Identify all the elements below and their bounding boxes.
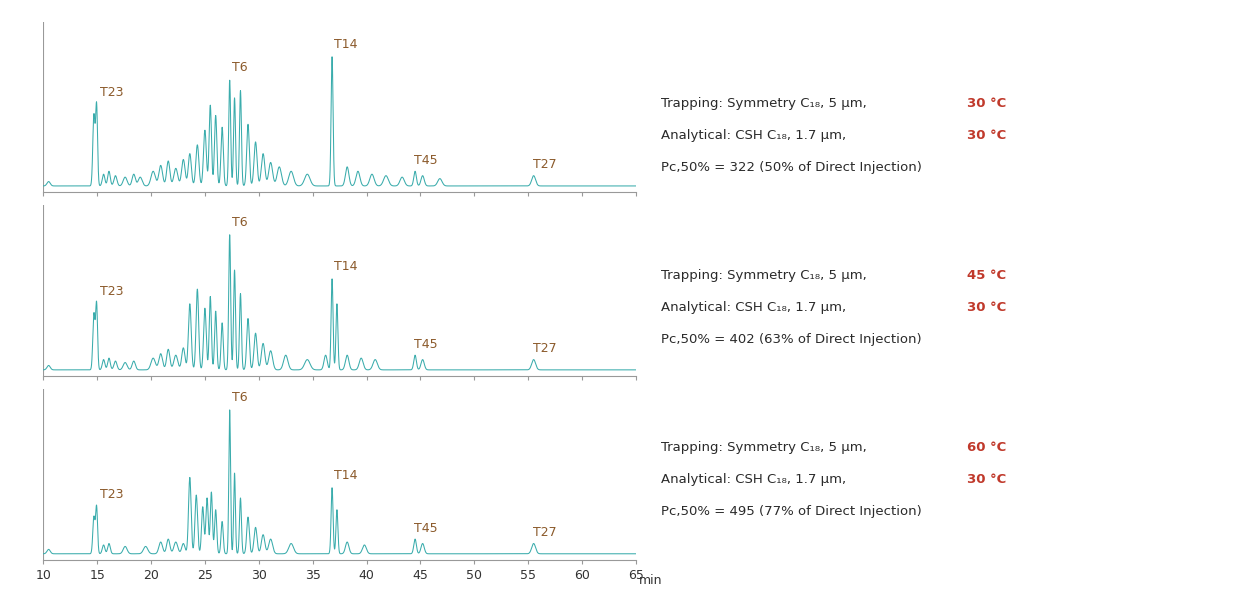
Text: Analytical: CSH C₁₈, 1.7 μm,: Analytical: CSH C₁₈, 1.7 μm, (661, 129, 850, 142)
Text: T14: T14 (335, 38, 358, 51)
Text: T27: T27 (532, 342, 556, 355)
Text: T6: T6 (232, 62, 247, 74)
Text: T45: T45 (414, 154, 437, 167)
Text: T23: T23 (100, 488, 124, 501)
Text: Analytical: CSH C₁₈, 1.7 μm,: Analytical: CSH C₁₈, 1.7 μm, (661, 301, 850, 314)
Text: 30 °C: 30 °C (967, 97, 1007, 110)
Text: T6: T6 (232, 391, 247, 404)
Text: 30 °C: 30 °C (967, 129, 1007, 142)
Text: T6: T6 (232, 216, 247, 229)
Text: T23: T23 (100, 86, 124, 100)
Text: T14: T14 (335, 260, 358, 273)
Text: Trapping: Symmetry C₁₈, 5 μm,: Trapping: Symmetry C₁₈, 5 μm, (661, 97, 871, 110)
Text: Pᴄ,50% = 495 (77% of Direct Injection): Pᴄ,50% = 495 (77% of Direct Injection) (661, 505, 921, 518)
Text: T27: T27 (532, 526, 556, 539)
Text: T23: T23 (100, 285, 124, 298)
Text: min: min (638, 574, 662, 587)
Text: Trapping: Symmetry C₁₈, 5 μm,: Trapping: Symmetry C₁₈, 5 μm, (661, 441, 871, 454)
Text: 30 °C: 30 °C (967, 473, 1007, 486)
Text: T14: T14 (335, 469, 358, 482)
Text: 60 °C: 60 °C (967, 441, 1007, 454)
Text: 30 °C: 30 °C (967, 301, 1007, 314)
Text: T45: T45 (414, 522, 437, 534)
Text: T27: T27 (532, 158, 556, 171)
Text: Pᴄ,50% = 402 (63% of Direct Injection): Pᴄ,50% = 402 (63% of Direct Injection) (661, 333, 921, 346)
Text: 45 °C: 45 °C (967, 269, 1007, 282)
Text: T45: T45 (414, 338, 437, 351)
Text: Pᴄ,50% = 322 (50% of Direct Injection): Pᴄ,50% = 322 (50% of Direct Injection) (661, 161, 921, 174)
Text: Trapping: Symmetry C₁₈, 5 μm,: Trapping: Symmetry C₁₈, 5 μm, (661, 269, 871, 282)
Text: Analytical: CSH C₁₈, 1.7 μm,: Analytical: CSH C₁₈, 1.7 μm, (661, 473, 850, 486)
